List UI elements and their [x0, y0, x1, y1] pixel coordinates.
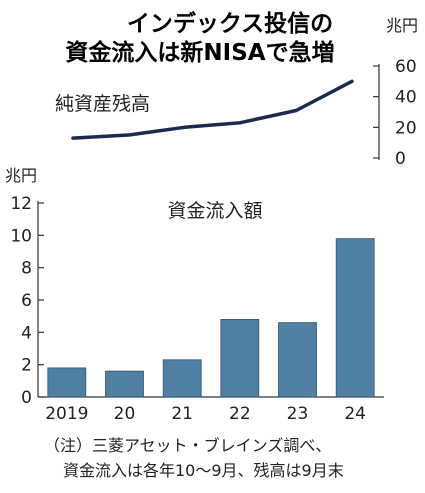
bar-y-tick-label: 0 — [21, 388, 32, 408]
bar-unit-label: 兆円 — [5, 166, 37, 185]
line-path — [71, 79, 354, 140]
bar-x-tick-label: 21 — [171, 404, 193, 424]
line-y-tick-label: 60 — [395, 57, 417, 77]
bar — [47, 367, 87, 398]
bar — [105, 370, 144, 398]
bar-x-tick-label: 23 — [287, 404, 309, 424]
bar-x-tick-label: 22 — [229, 404, 251, 424]
bar-y-tick-label: 12 — [10, 194, 32, 214]
bar-y-tick-label: 2 — [21, 356, 32, 376]
title-line-1: インデックス投信の — [127, 10, 333, 37]
bar-y-tick-label: 6 — [21, 291, 32, 311]
line-unit-label: 兆円 — [386, 16, 418, 35]
bar — [278, 322, 317, 398]
title-line-2: 資金流入は新NISAで急増 — [65, 39, 334, 66]
bar-y-tick-label: 4 — [21, 323, 32, 343]
line-series-label: 純資産残高 — [55, 93, 150, 115]
bar — [162, 359, 202, 398]
line-y-axis — [373, 64, 380, 160]
bar-chart-title: 資金流入額 — [167, 200, 262, 222]
bar-y-ticks: 0 2 4 6 8 10 12 — [10, 194, 32, 408]
line-series — [71, 79, 354, 140]
bar-axes — [37, 201, 384, 398]
bar-x-ticks: 2019 20 21 22 23 24 — [45, 404, 366, 424]
note-line-1: （注）三菱アセット・ブレインズ調べ、 — [44, 436, 331, 455]
line-y-tick-label: 20 — [395, 118, 417, 138]
bar-series — [47, 238, 375, 398]
bar — [220, 318, 260, 398]
line-y-tick-label: 40 — [395, 88, 417, 108]
bar-x-tick-label: 24 — [344, 404, 366, 424]
bar — [335, 238, 375, 398]
line-y-ticks: 0 20 40 60 — [395, 57, 417, 169]
bar-x-tick-label: 20 — [114, 404, 136, 424]
bar-y-tick-label: 8 — [21, 259, 32, 279]
bar-x-tick-label: 2019 — [45, 404, 88, 424]
line-chart: 兆円 純資産残高 0 20 40 60 — [55, 16, 418, 169]
note-line-2: 資金流入は各年10～9月、残高は9月末 — [63, 461, 344, 480]
bar-y-tick-label: 10 — [10, 226, 32, 246]
line-y-tick-label: 0 — [395, 149, 406, 169]
